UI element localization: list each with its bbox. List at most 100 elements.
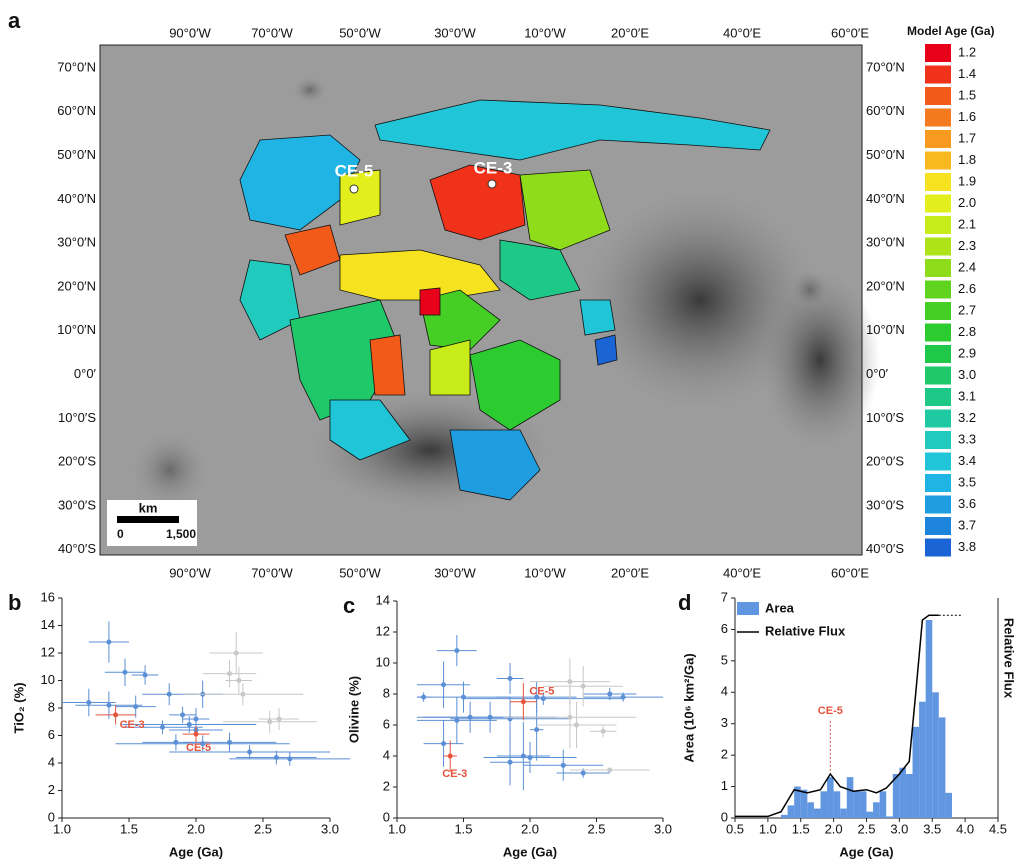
bar: [892, 774, 900, 818]
point: [540, 696, 546, 702]
latitude-label: 60°0′N: [57, 103, 96, 118]
x-tick-label: 3.0: [321, 821, 339, 836]
bar: [859, 791, 867, 818]
latitude-label: 60°0′N: [866, 103, 905, 118]
x-tick-label: 4.5: [989, 821, 1007, 836]
bar: [905, 774, 913, 818]
bar: [866, 811, 874, 818]
legend-swatch: [925, 108, 951, 127]
legend-swatch: [925, 259, 951, 277]
legend-label: 3.6: [958, 496, 976, 511]
bar: [853, 791, 860, 818]
x-tick-label: 1.5: [454, 821, 472, 836]
point: [534, 727, 540, 733]
y2-axis-title: Relative Flux: [1002, 618, 1015, 699]
bar: [925, 620, 933, 818]
point: [142, 672, 148, 678]
point: [86, 700, 92, 705]
latitude-label: 20°0′N: [866, 278, 905, 293]
legend-label: 2.9: [958, 345, 976, 360]
longitude-label: 90°0′W: [169, 25, 211, 40]
legend-swatch: [925, 366, 951, 385]
x-tick-label: 0.5: [726, 821, 744, 836]
scale-label: 0: [117, 527, 124, 541]
legend-label: 3.2: [958, 410, 976, 425]
bar: [873, 802, 880, 818]
point: [441, 741, 447, 747]
bar: [787, 805, 795, 818]
legend-label: Relative Flux: [765, 623, 846, 638]
legend-swatch: [925, 495, 951, 514]
longitude-label: 60°0′E: [831, 565, 869, 580]
site-label: CE-3: [474, 158, 513, 177]
longitude-label: 50°0′W: [339, 25, 381, 40]
unit: [339, 249, 501, 301]
legend-swatch: [925, 474, 951, 492]
y-tick-label: 5: [721, 652, 728, 667]
y-axis-title: TiO₂ (%): [11, 682, 26, 733]
x-tick-label: 4.0: [956, 821, 974, 836]
legend-swatch: [925, 280, 951, 299]
legend-label: 1.6: [958, 109, 976, 124]
panel-label: b: [8, 590, 21, 615]
legend-label: 1.9: [958, 173, 976, 188]
panel-label: d: [678, 590, 691, 615]
longitude-label: 60°0′E: [831, 25, 869, 40]
x-tick-label: 3.5: [923, 821, 941, 836]
unit: [429, 164, 526, 241]
legend-label: 2.7: [958, 302, 976, 317]
legend-label: 2.0: [958, 195, 976, 210]
latitude-label: 10°0′N: [866, 322, 905, 337]
point: [560, 762, 566, 768]
latitude-label: 40°0′S: [58, 541, 96, 556]
legend-label: 3.4: [958, 453, 976, 468]
legend-label: 1.2: [958, 44, 976, 59]
scale-unit: km: [139, 500, 158, 515]
legend-swatch: [925, 323, 951, 342]
latitude-label: 30°0′S: [58, 497, 96, 512]
point: [186, 722, 192, 727]
x-tick-label: 1.5: [120, 821, 138, 836]
latitude-label: 50°0′N: [57, 147, 96, 162]
point: [193, 716, 199, 722]
unit: [369, 334, 406, 396]
point: [200, 741, 206, 747]
map-frame: [99, 44, 863, 556]
legend-swatch: [925, 237, 951, 256]
point: [166, 691, 172, 697]
point: [567, 679, 573, 685]
point: [600, 728, 606, 734]
x-tick-label: 2.0: [521, 821, 539, 836]
point: [287, 756, 293, 762]
point: [267, 719, 273, 725]
latitude-label: 10°0′N: [57, 322, 96, 337]
point: [520, 699, 526, 705]
unit: [429, 339, 471, 396]
legend-label: 2.1: [958, 216, 976, 231]
point: [276, 716, 282, 722]
x-tick-label: 2.5: [254, 821, 272, 836]
bar: [899, 767, 906, 818]
legend-label: 2.4: [958, 259, 976, 274]
latitude-label: 30°0′S: [866, 497, 904, 512]
longitude-label: 50°0′W: [339, 565, 381, 580]
y-tick-label: 0: [721, 809, 728, 824]
bar: [932, 692, 939, 818]
bar: [800, 789, 808, 818]
point: [160, 724, 165, 730]
point: [180, 712, 186, 718]
legend-label: 3.0: [958, 367, 976, 382]
point: [247, 749, 253, 755]
point: [106, 702, 112, 708]
legend-label: Area: [765, 600, 795, 615]
legend-swatch: [925, 151, 951, 170]
bar: [807, 802, 814, 818]
y-tick-label: 8: [383, 685, 390, 700]
point: [236, 678, 242, 683]
point: [574, 722, 580, 728]
point: [580, 683, 586, 689]
legend-title: Model Age (Ga): [907, 24, 995, 38]
unit: [579, 299, 616, 336]
site-marker: [349, 184, 359, 194]
